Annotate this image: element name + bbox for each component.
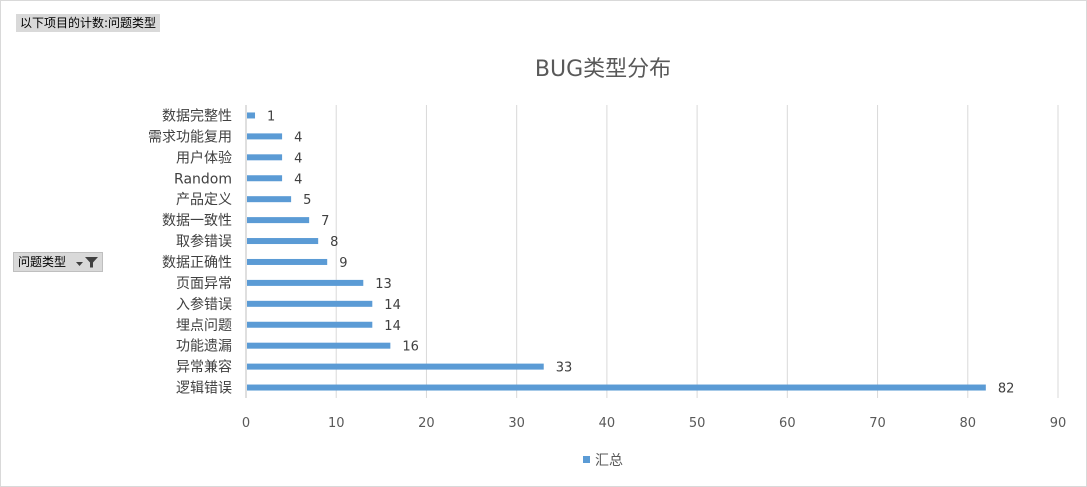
data-label: 7 [321,214,329,229]
category-label: 数据一致性 [162,213,232,229]
x-tick-label: 50 [689,416,706,431]
chart-title: BUG类型分布 [535,57,671,82]
category-label: 逻辑错误 [176,381,232,397]
bar [247,280,363,286]
data-label: 16 [402,340,419,355]
bar [247,343,390,349]
data-label: 9 [339,256,347,271]
category-label: 数据完整性 [162,108,232,124]
data-label: 14 [384,298,401,313]
bar [247,217,309,223]
category-label: 页面异常 [176,276,232,292]
category-label: 产品定义 [176,192,232,208]
data-label: 14 [384,319,401,334]
bar [247,112,255,118]
data-label: 13 [375,277,392,292]
category-label: 入参错误 [176,296,232,313]
bar [247,364,544,370]
data-label: 82 [998,382,1015,397]
x-tick-label: 10 [328,416,345,431]
category-label: 用户体验 [176,149,232,166]
bar [247,175,282,181]
category-label: Random [174,171,232,187]
data-label: 5 [303,193,311,208]
x-tick-label: 0 [242,416,250,431]
legend: 汇总 [583,453,623,469]
data-label: 4 [294,172,302,187]
gridlines [336,105,1058,398]
bar [247,238,318,244]
category-label: 数据正确性 [162,255,232,271]
category-labels: 逻辑错误 异常兼容 功能遗漏 埋点问题 入参错误 页面异常 数据正确性 取参错误 数据一致性 产品… [148,108,232,396]
x-tick-label: 60 [779,416,796,431]
x-tick-label: 20 [418,416,435,431]
category-label: 取参错误 [176,233,232,250]
bar [247,385,986,391]
category-label: 异常兼容 [176,359,232,376]
legend-swatch [583,456,590,463]
bar [247,322,372,328]
bar [247,259,327,265]
data-label: 4 [294,130,302,145]
bar [247,154,282,160]
x-tick-label: 80 [960,416,977,431]
data-label: 8 [330,235,338,250]
category-label: 埋点问题 [176,318,232,334]
legend-label: 汇总 [595,453,623,469]
bar [247,301,372,307]
category-label: 功能遗漏 [176,339,232,355]
x-tick-label: 30 [508,416,525,431]
x-tick-label: 70 [869,416,886,431]
category-label: 需求功能复用 [148,128,232,145]
bar [247,196,291,202]
data-label: 1 [267,109,275,124]
bar [247,133,282,139]
data-label: 33 [556,361,573,376]
data-label: 4 [294,151,302,166]
x-tick-label: 40 [599,416,616,431]
x-tick-label: 90 [1050,416,1067,431]
bar-series [247,112,986,390]
x-tick-labels: 0 10 20 30 40 50 60 70 80 90 [242,416,1066,431]
